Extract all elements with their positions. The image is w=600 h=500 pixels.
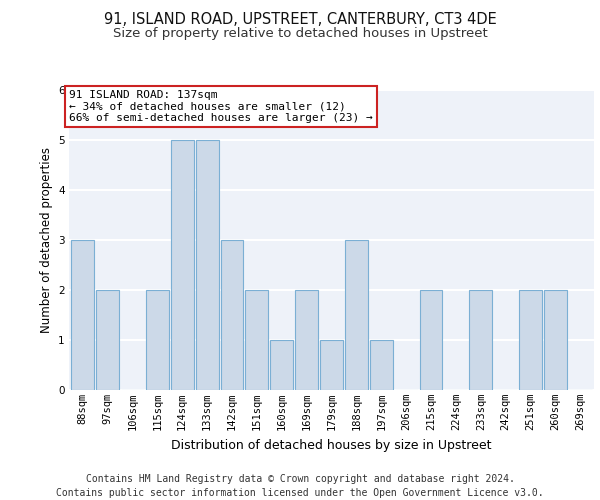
Bar [196, 140, 218, 390]
Bar [71, 240, 94, 390]
Bar [96, 290, 119, 390]
Bar [544, 290, 567, 390]
Bar [171, 140, 194, 390]
Bar [295, 290, 318, 390]
Bar [146, 290, 169, 390]
Text: Contains HM Land Registry data © Crown copyright and database right 2024.
Contai: Contains HM Land Registry data © Crown c… [56, 474, 544, 498]
Bar [221, 240, 244, 390]
Bar [345, 240, 368, 390]
Text: 91 ISLAND ROAD: 137sqm
← 34% of detached houses are smaller (12)
66% of semi-det: 91 ISLAND ROAD: 137sqm ← 34% of detached… [69, 90, 373, 123]
Y-axis label: Number of detached properties: Number of detached properties [40, 147, 53, 333]
Bar [469, 290, 492, 390]
Text: Size of property relative to detached houses in Upstreet: Size of property relative to detached ho… [113, 28, 487, 40]
Text: 91, ISLAND ROAD, UPSTREET, CANTERBURY, CT3 4DE: 91, ISLAND ROAD, UPSTREET, CANTERBURY, C… [104, 12, 496, 28]
X-axis label: Distribution of detached houses by size in Upstreet: Distribution of detached houses by size … [171, 438, 492, 452]
Bar [419, 290, 442, 390]
Bar [270, 340, 293, 390]
Bar [519, 290, 542, 390]
Bar [245, 290, 268, 390]
Bar [320, 340, 343, 390]
Bar [370, 340, 393, 390]
